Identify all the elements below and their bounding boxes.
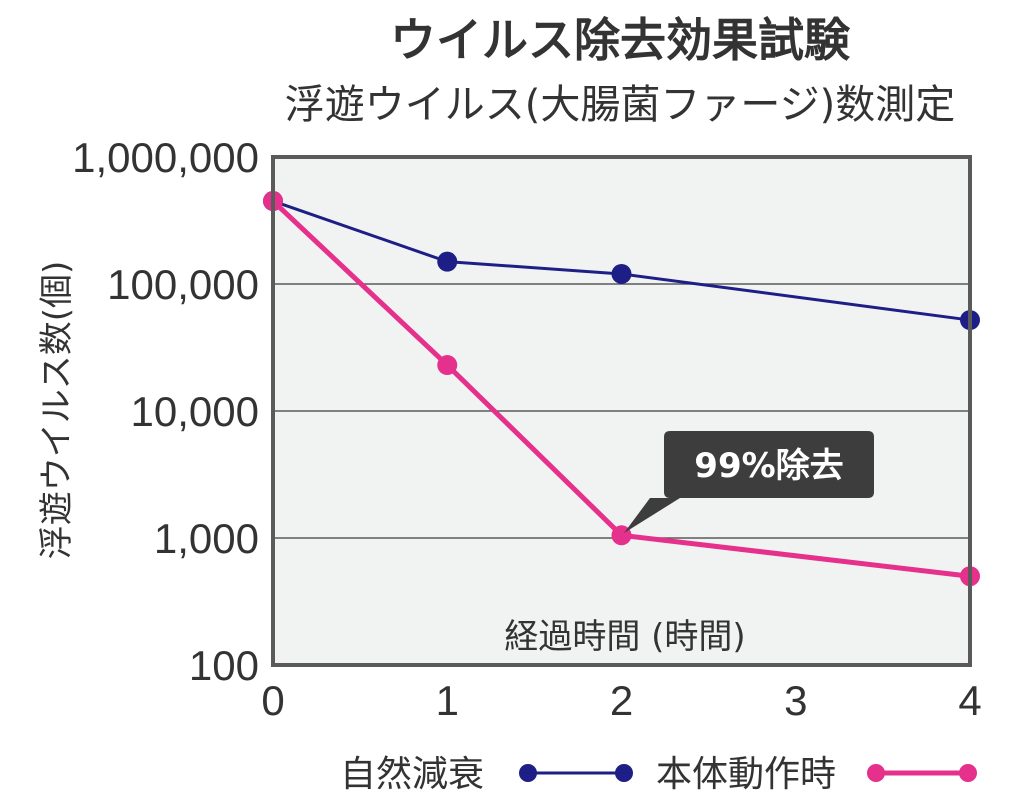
legend: 自然減衰 本体動作時 [340, 754, 977, 795]
y-tick-label-2: 10,000 [131, 388, 259, 435]
y-tick-labels: 100 1,000 10,000 100,000 1,000,000 [72, 134, 259, 689]
y-tick-label-1: 1,000 [154, 515, 259, 562]
plot-frame [271, 155, 972, 667]
series-0-point-2 [611, 263, 632, 284]
callout-99-removal: 99%除去 [624, 431, 874, 533]
x-tick-label-1: 1 [436, 677, 459, 724]
series-0 [263, 191, 980, 331]
callout-box [624, 431, 874, 533]
x-axis-label: 経過時間 (時間) [504, 617, 745, 657]
legend-marker-unit-operating-right [959, 764, 977, 782]
y-axis-label: 浮遊ウイルス数(個) [37, 261, 77, 560]
callout-text: 99%除去 [694, 446, 843, 486]
y-tick-label-3: 100,000 [107, 261, 259, 308]
chart-subtitle: 浮遊ウイルス(大腸菌ファージ)数測定 [285, 82, 955, 128]
chart-title: ウイルス除去効果試験 [390, 13, 851, 67]
x-tick-labels: 0 1 2 3 4 [261, 677, 981, 724]
y-tick-label-0: 100 [189, 642, 259, 689]
x-tick-label-4: 4 [958, 677, 981, 724]
x-tick-label-3: 3 [784, 677, 807, 724]
legend-marker-unit-operating-left [867, 764, 885, 782]
series-layer [263, 191, 980, 587]
legend-label-natural-decay: 自然減衰 [340, 754, 484, 795]
x-tick-label-2: 2 [610, 677, 633, 724]
y-tick-label-4: 1,000,000 [72, 134, 259, 181]
legend-marker-natural-decay-left [519, 764, 537, 782]
series-line-1 [271, 199, 971, 579]
x-tick-label-0: 0 [261, 677, 284, 724]
series-line-0 [272, 199, 971, 322]
legend-label-unit-operating: 本体動作時 [656, 754, 836, 795]
series-1-point-1 [437, 355, 458, 376]
legend-marker-natural-decay-right [615, 764, 633, 782]
series-0-point-1 [437, 251, 458, 272]
